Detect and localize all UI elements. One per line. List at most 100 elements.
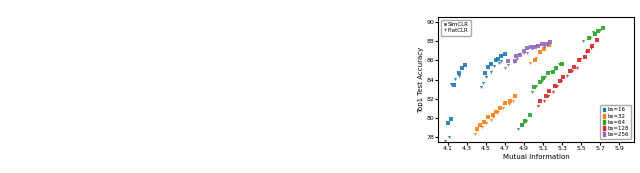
Point	[472, 128, 482, 131]
Point	[513, 128, 524, 131]
Point	[486, 71, 497, 74]
Point	[449, 83, 460, 86]
Point	[493, 62, 504, 64]
Point	[540, 94, 550, 97]
Point	[539, 47, 549, 50]
Point	[496, 55, 506, 57]
Point	[538, 46, 548, 49]
Point	[550, 85, 560, 88]
Point	[470, 133, 480, 135]
Point	[486, 63, 497, 66]
Point	[519, 50, 529, 53]
Point	[512, 58, 522, 60]
Point	[493, 111, 503, 113]
Point	[585, 37, 595, 39]
Point	[545, 70, 556, 73]
Point	[527, 48, 538, 51]
Point	[481, 122, 492, 124]
Point	[541, 42, 551, 45]
Point	[475, 123, 485, 126]
Point	[595, 29, 605, 32]
Point	[514, 53, 524, 56]
Point	[529, 85, 539, 88]
Point	[535, 51, 545, 53]
Point	[500, 67, 510, 69]
Point	[483, 66, 493, 68]
Point	[544, 44, 554, 47]
Point	[500, 102, 510, 105]
Point	[480, 72, 490, 74]
Point	[517, 123, 527, 126]
Point	[575, 58, 586, 61]
Point	[545, 41, 555, 43]
Point	[532, 44, 543, 47]
Point	[505, 99, 515, 102]
Point	[572, 67, 582, 70]
Point	[543, 94, 554, 97]
Point	[579, 56, 589, 58]
Point	[488, 113, 498, 116]
Legend: bs=16, bs=32, bs=64, bs=128, bs=256: bs=16, bs=32, bs=64, bs=128, bs=256	[600, 105, 631, 139]
Point	[574, 59, 584, 62]
Point	[450, 78, 460, 81]
Point	[539, 99, 549, 102]
Point	[454, 71, 464, 74]
Point	[500, 52, 510, 55]
Point	[569, 66, 579, 69]
Point	[540, 75, 550, 78]
Point	[491, 59, 501, 62]
Point	[535, 100, 545, 103]
Point	[525, 62, 536, 65]
Point	[477, 126, 487, 128]
Point	[534, 80, 545, 83]
Point	[511, 55, 521, 57]
Point	[552, 85, 562, 87]
Point	[522, 51, 532, 54]
Point	[481, 76, 492, 79]
Point	[445, 118, 456, 121]
Point	[440, 140, 451, 142]
Point	[509, 60, 520, 62]
Point	[525, 114, 535, 116]
Point	[527, 91, 537, 93]
Point	[537, 42, 547, 45]
Point	[522, 47, 532, 49]
Point	[587, 44, 597, 47]
Point	[479, 120, 489, 123]
Point	[515, 54, 525, 56]
Point	[533, 105, 543, 107]
Point	[521, 119, 531, 122]
Point	[486, 119, 496, 121]
Point	[584, 37, 594, 40]
Point	[538, 77, 548, 80]
Point	[491, 110, 501, 113]
Point	[518, 123, 528, 125]
Point	[530, 45, 540, 48]
Point	[454, 74, 464, 77]
Point	[551, 66, 561, 69]
Point	[457, 66, 467, 69]
Point	[495, 60, 506, 62]
Point	[476, 85, 486, 88]
Point	[581, 51, 591, 54]
Point	[530, 58, 540, 61]
Point	[531, 84, 541, 87]
Point	[508, 99, 518, 102]
Point	[561, 75, 572, 77]
Point	[493, 57, 503, 60]
Point	[444, 135, 454, 138]
Point	[554, 63, 564, 65]
Point	[543, 43, 553, 46]
Point	[534, 45, 545, 48]
X-axis label: Mutual Information: Mutual Information	[502, 154, 570, 160]
Point	[557, 62, 567, 65]
Point	[510, 94, 520, 97]
Point	[590, 33, 600, 35]
Point	[543, 71, 553, 74]
Point	[525, 45, 536, 48]
Point	[530, 45, 540, 48]
Point	[498, 107, 508, 110]
Point	[503, 63, 513, 66]
Point	[538, 80, 548, 83]
Point	[488, 116, 499, 119]
